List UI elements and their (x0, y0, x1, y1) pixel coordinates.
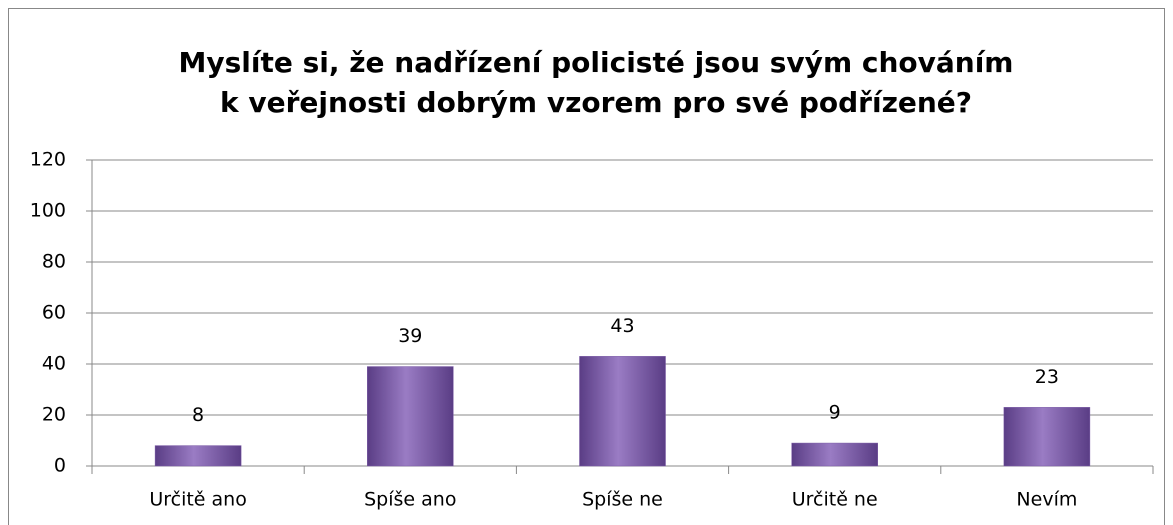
bar (1003, 407, 1091, 467)
y-tick-label: 60 (42, 302, 66, 324)
chart-title: k veřejnosti dobrým vzorem pro své podří… (220, 86, 972, 119)
x-tick-label: Spíše ano (364, 489, 456, 511)
y-tick-label: 20 (42, 404, 66, 426)
bar (791, 442, 878, 467)
bar (154, 445, 242, 467)
data-label: 8 (192, 404, 204, 426)
x-tick-label: Určitě ne (792, 489, 878, 511)
data-label: 39 (398, 325, 422, 347)
data-label: 9 (829, 402, 841, 424)
y-tick-label: 0 (54, 455, 66, 477)
data-label: 23 (1035, 366, 1059, 388)
bar (579, 356, 666, 467)
bar (367, 366, 454, 467)
y-tick-label: 80 (42, 251, 66, 273)
x-tick-label: Určitě ano (149, 489, 247, 511)
y-tick-label: 40 (42, 353, 66, 375)
y-tick-label: 100 (30, 200, 66, 222)
x-tick-label: Spíše ne (582, 489, 663, 511)
y-tick-label: 120 (30, 149, 66, 171)
x-tick-label: Nevím (1016, 489, 1077, 511)
data-label: 43 (610, 315, 634, 337)
chart-title: Myslíte si, že nadřízení policisté jsou … (179, 46, 1014, 79)
